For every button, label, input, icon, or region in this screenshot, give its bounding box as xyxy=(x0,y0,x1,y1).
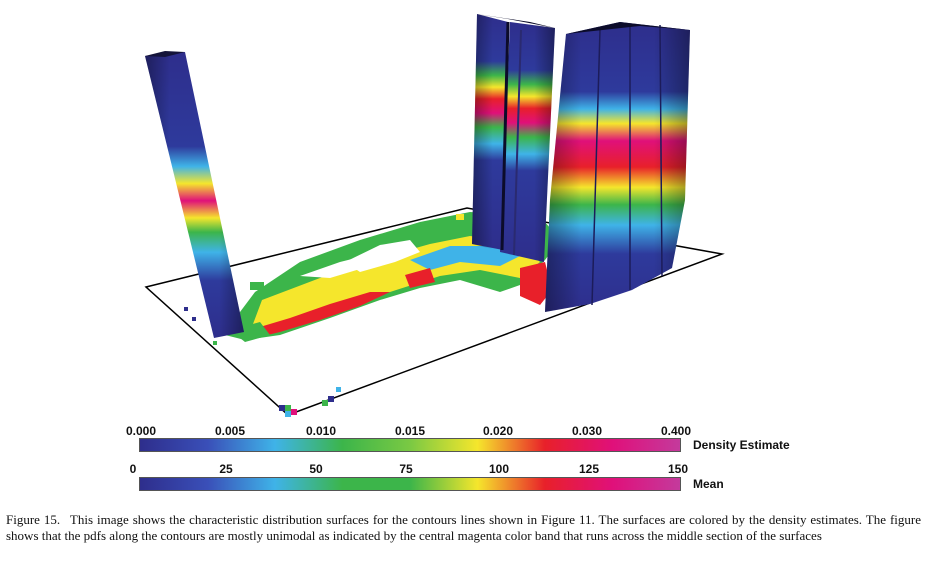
caption-label: Figure 15. xyxy=(6,512,61,527)
density-scale-label: Density Estimate xyxy=(693,438,790,452)
scatter-cells xyxy=(184,307,341,417)
mean-tick: 125 xyxy=(578,462,600,476)
density-tick: 0.400 xyxy=(660,424,692,438)
mean-scale-label: Mean xyxy=(693,477,724,491)
density-tick: 0.000 xyxy=(125,424,157,438)
mean-tick: 50 xyxy=(309,462,323,476)
density-tick: 0.015 xyxy=(394,424,426,438)
density-tick: 0.010 xyxy=(305,424,337,438)
middle-distribution-surface xyxy=(472,14,555,262)
density-surface-figure xyxy=(144,14,725,417)
mean-tick: 25 xyxy=(219,462,233,476)
mean-tick: 100 xyxy=(488,462,510,476)
mean-color-bar xyxy=(139,477,681,491)
contour-band xyxy=(225,212,560,342)
mean-tick: 150 xyxy=(667,462,689,476)
density-tick: 0.020 xyxy=(482,424,514,438)
figure-caption: Figure 15. This image shows the characte… xyxy=(6,512,921,544)
density-color-bar xyxy=(139,438,681,452)
mean-tick: 0 xyxy=(129,462,137,476)
density-tick: 0.030 xyxy=(571,424,603,438)
mean-tick: 75 xyxy=(399,462,413,476)
left-distribution-surface xyxy=(145,51,244,338)
caption-text: This image shows the characteristic dist… xyxy=(6,512,922,543)
right-distribution-surface xyxy=(545,22,690,312)
density-tick: 0.005 xyxy=(214,424,246,438)
